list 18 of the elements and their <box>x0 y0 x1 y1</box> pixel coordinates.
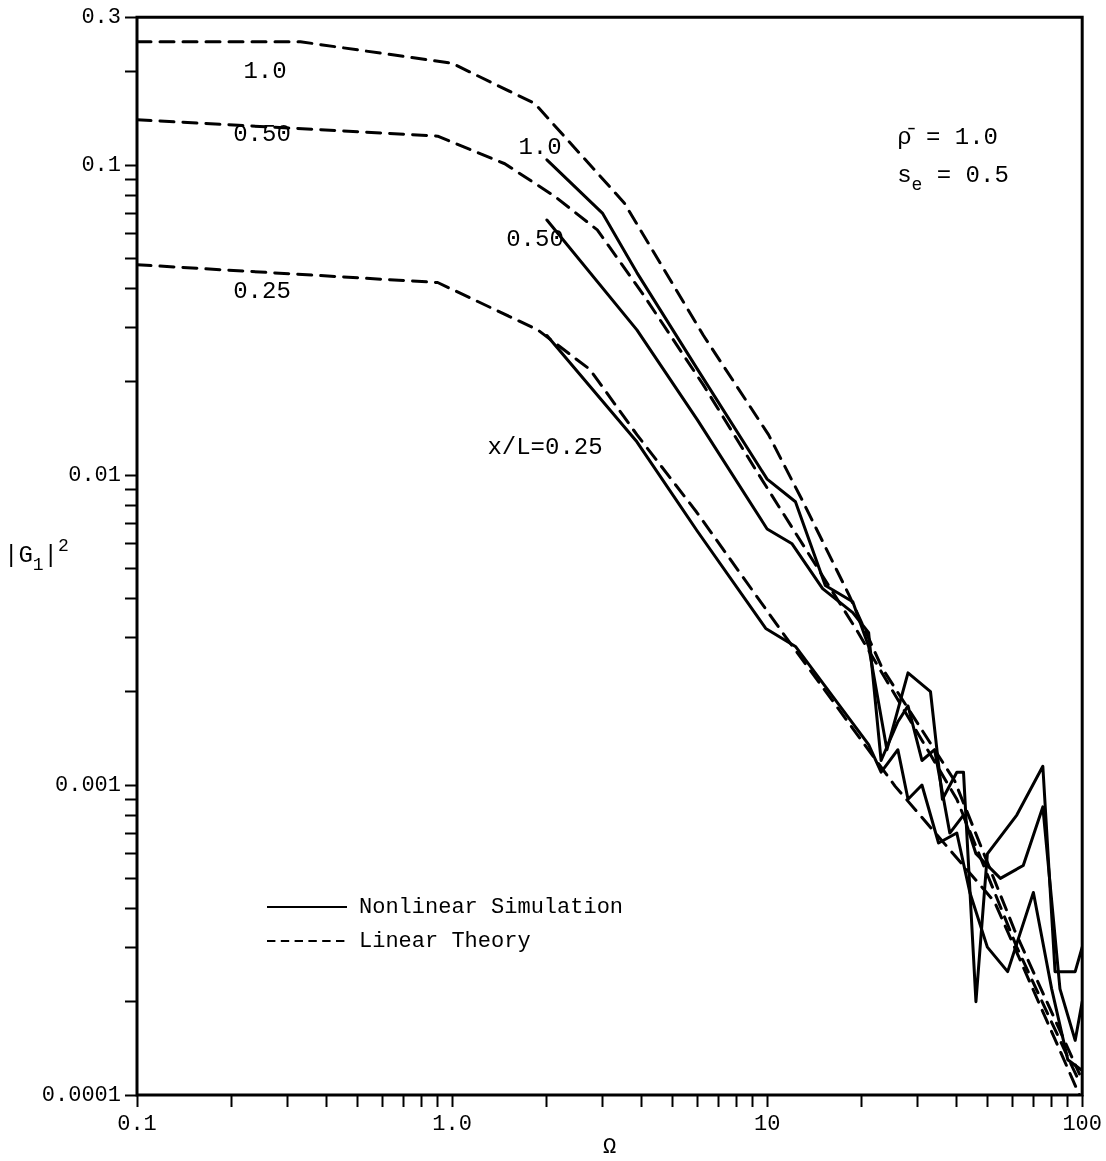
x-tick-label: 10 <box>753 1112 781 1138</box>
annotation: 0.25 <box>233 278 291 306</box>
y-tick-label: 0.1 <box>81 152 121 178</box>
annotation: x/L=0.25 <box>487 434 603 462</box>
y-tick-label: 0.01 <box>68 462 121 488</box>
legend-label: Linear Theory <box>359 928 531 954</box>
y-tick-label: 0.001 <box>54 772 121 798</box>
annotation: 1.0 <box>518 134 562 162</box>
x-tick-label: 0.1 <box>117 1112 157 1138</box>
annotation: 1.0 <box>243 58 287 86</box>
y-tick-label: 0.0001 <box>41 1082 121 1108</box>
y-tick-label: 0.3 <box>81 5 121 31</box>
legend-label: Nonlinear Simulation <box>359 894 624 920</box>
x-tick-label: 1.0 <box>432 1112 472 1138</box>
annotation: 0.50 <box>506 226 564 254</box>
annotation: ρ̄ = 1.0 <box>897 123 999 151</box>
x-axis-title: Ω <box>603 1134 617 1160</box>
x-tick-label: 100 <box>1062 1112 1102 1138</box>
